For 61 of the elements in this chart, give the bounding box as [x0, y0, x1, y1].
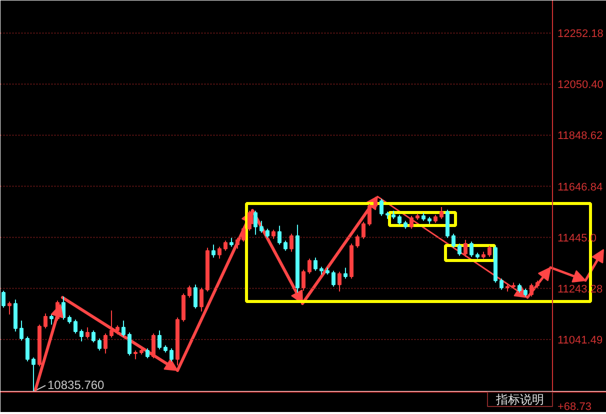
annotation: 10835.760: [48, 378, 105, 392]
candlestick: [500, 278, 504, 290]
candlestick: [440, 206, 444, 220]
candlestick: [344, 267, 348, 280]
candlestick: [104, 332, 108, 354]
candlestick: [20, 320, 24, 342]
candlestick: [86, 326, 90, 340]
candlestick: [218, 246, 222, 260]
candlestick: [488, 245, 492, 258]
candlestick: [110, 310, 114, 338]
candlestick: [200, 287, 204, 312]
candlestick: [98, 338, 102, 351]
candlestick: [158, 330, 162, 350]
candlestick: [458, 243, 462, 256]
candlestick: [464, 239, 468, 258]
candlestick: [146, 348, 150, 359]
candlestick: [26, 336, 30, 362]
candlestick: [32, 357, 36, 391]
candlestick: [128, 332, 132, 356]
y-tick-label: 11041.49: [558, 334, 603, 346]
candlestick: [272, 229, 276, 240]
candlestick: [398, 214, 402, 226]
candlestick: [8, 301, 12, 316]
y-tick-label: 11646.84: [558, 181, 603, 194]
candlestick: [194, 284, 198, 309]
candlestick: [314, 257, 318, 272]
candlestick: [188, 285, 192, 298]
candlestick: [80, 328, 84, 342]
candlestick: [332, 270, 336, 288]
candlestick: [152, 332, 156, 359]
candlestick: [92, 330, 96, 343]
candlestick: [74, 319, 78, 334]
candlestick: [242, 226, 246, 242]
y-tick-label: 12050.40: [558, 79, 604, 92]
candlestick: [284, 240, 288, 252]
candlestick: [290, 233, 294, 252]
candlestick: [308, 258, 312, 274]
candlestick: [362, 221, 366, 240]
candlestick: [338, 271, 342, 292]
candlestick: [212, 244, 216, 258]
candlestick: [380, 198, 384, 216]
candlestick: [236, 237, 240, 250]
y-tick-label: 11848.62: [558, 130, 603, 142]
candlestick: [224, 240, 228, 252]
candlestick: [44, 313, 48, 329]
candlestick: [266, 228, 270, 238]
candlestick: [260, 220, 264, 234]
candlestick: [122, 320, 126, 338]
text: +68.73: [558, 401, 592, 413]
candlestick: [2, 290, 6, 308]
candlestick: [278, 225, 282, 246]
candlestick: [356, 234, 360, 248]
candlestick: [410, 215, 414, 230]
y-tick-label: 12252.18: [558, 28, 604, 40]
candlestick: [170, 348, 174, 362]
candlestick: [470, 241, 474, 258]
candlestick: [452, 233, 456, 248]
candlestick: [116, 324, 120, 336]
candlestick: [254, 210, 258, 236]
candlestick: [50, 314, 54, 326]
text: 指标说明: [495, 392, 544, 406]
